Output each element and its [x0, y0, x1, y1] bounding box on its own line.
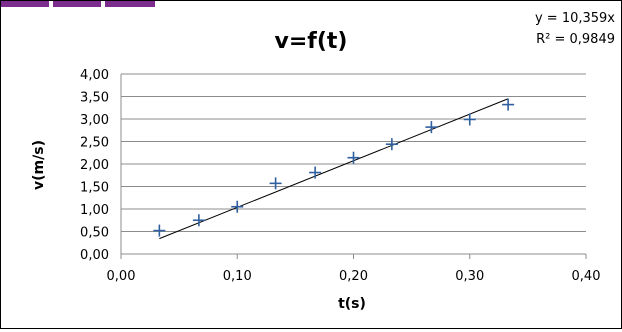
data-point-3: [269, 177, 282, 190]
data-point-9: [502, 98, 515, 111]
y-tick-label-2: 1,00: [80, 203, 109, 218]
y-tick-label-1: 0,50: [80, 226, 109, 241]
x-tick-label-4: 0,40: [572, 269, 601, 284]
x-tick-label-3: 0,30: [455, 269, 484, 284]
axes: [120, 74, 587, 259]
y-tick-label-3: 1,50: [80, 181, 109, 196]
top-accent-strip: [1, 1, 157, 7]
y-axis-label: v(m/s): [31, 140, 47, 190]
r-squared-label: R² = 0,9849: [536, 32, 615, 47]
y-tick-labels: 0,00 0,50 1,00 1,50 2,00 2,50 3,00 3,50 4,00: [80, 68, 109, 263]
data-point-8: [463, 113, 476, 126]
y-tick-label-0: 0,00: [80, 248, 109, 263]
y-tick-label-6: 3,00: [80, 113, 109, 128]
data-point-7: [425, 121, 438, 134]
y-tick-label-8: 4,00: [80, 68, 109, 83]
grid-lines: [121, 73, 586, 232]
x-tick-label-0: 0,00: [107, 269, 136, 284]
y-tick-label-7: 3,50: [80, 91, 109, 106]
data-point-5: [347, 151, 360, 164]
x-tick-labels: 0,00 0,10 0,20 0,30 0,40: [107, 269, 601, 284]
data-point-6: [385, 138, 398, 151]
chart-title: v=f(t): [275, 29, 348, 54]
x-tick-label-1: 0,10: [223, 269, 252, 284]
data-point-4: [309, 166, 322, 179]
x-tick-label-2: 0,20: [339, 269, 368, 284]
y-tick-label-4: 2,00: [80, 158, 109, 173]
data-point-0: [153, 224, 166, 237]
data-point-2: [231, 200, 244, 213]
trendline-equation: y = 10,359x: [535, 11, 615, 26]
data-points: [153, 98, 515, 237]
trendline: [159, 98, 509, 240]
data-point-1: [192, 214, 205, 227]
y-tick-label-5: 2,50: [80, 136, 109, 151]
x-axis-label: t(s): [338, 296, 366, 312]
